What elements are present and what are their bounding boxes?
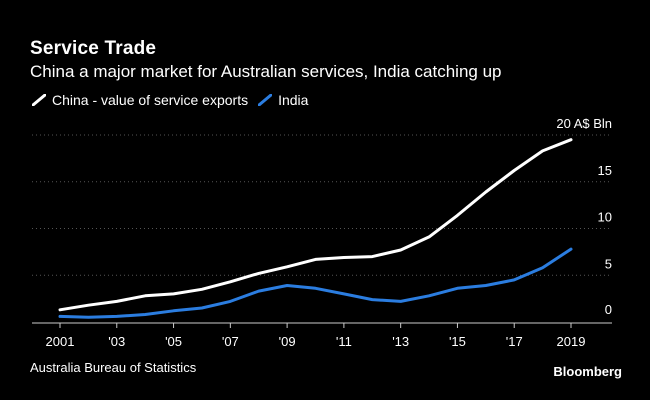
x-tick-label-2003: '03 xyxy=(108,334,125,349)
legend-swatch-india xyxy=(258,94,273,106)
x-tick-label-2005: '05 xyxy=(165,334,182,349)
x-axis: 2001 '03 '05 '07 '09 '11 '13 '15 '17 2019 xyxy=(32,322,612,349)
legend-swatch-china xyxy=(32,94,46,106)
series-lines xyxy=(58,138,573,319)
y-axis-ticks: 0 5 10 15 20 A$ Bln xyxy=(556,116,612,317)
legend-label-india: India xyxy=(278,92,309,108)
chart-subtitle: China a major market for Australian serv… xyxy=(30,62,502,81)
brand-logo: Bloomberg xyxy=(553,364,622,379)
grid-lines xyxy=(32,134,612,276)
y-tick-label-0: 0 xyxy=(605,302,612,317)
y-tick-label-20: 20 A$ Bln xyxy=(556,116,612,131)
y-tick-label-5: 5 xyxy=(605,256,612,271)
chart-title: Service Trade xyxy=(30,38,157,59)
y-tick-label-10: 10 xyxy=(598,210,612,225)
source-note: Australia Bureau of Statistics xyxy=(30,360,197,375)
x-tick-label-2019: 2019 xyxy=(557,334,586,349)
legend-item-china: China - value of service exports xyxy=(32,92,248,108)
legend-label-china: China - value of service exports xyxy=(52,92,249,108)
x-tick-label-2011: '11 xyxy=(336,334,352,349)
legend-item-india: India xyxy=(258,92,308,108)
x-tick-label-2015: '15 xyxy=(449,334,466,349)
x-tick-label-2013: '13 xyxy=(392,334,409,349)
x-tick-label-2001: 2001 xyxy=(46,334,75,349)
series-line-china xyxy=(58,138,573,312)
x-tick-label-2017: '17 xyxy=(506,334,523,349)
x-tick-label-2007: '07 xyxy=(222,334,239,349)
series-line-india xyxy=(58,247,573,319)
x-tick-label-2009: '09 xyxy=(279,334,296,349)
y-tick-label-15: 15 xyxy=(598,163,612,178)
legend: China - value of service exports India xyxy=(32,92,318,108)
